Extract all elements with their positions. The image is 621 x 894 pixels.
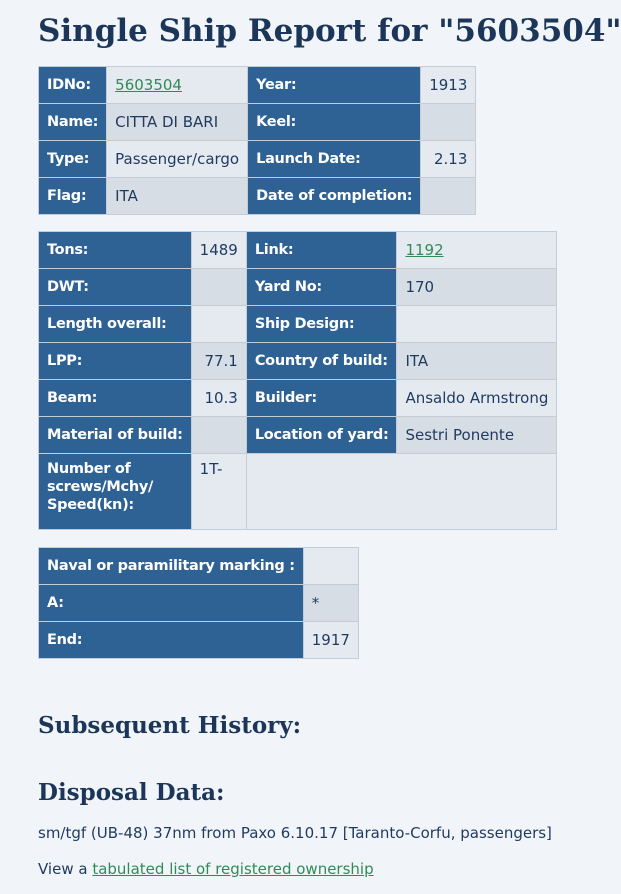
screws-speed-label: Number of screws/Mchy/Speed(kn): — [38, 453, 192, 530]
screws-label-line-3: Speed(kn): — [47, 497, 134, 513]
completion-label: Date of completion: — [247, 177, 422, 215]
keel-value — [420, 103, 477, 141]
beam-value: 10.3 — [190, 379, 247, 417]
country-of-build-value: ITA — [396, 342, 558, 380]
link-number-link[interactable]: 1192 — [405, 241, 444, 259]
end-label: End: — [38, 621, 304, 659]
screws-speed-value: 1T- — [190, 453, 247, 530]
a-label: A: — [38, 584, 304, 622]
flag-label: Flag: — [37, 177, 108, 215]
yard-no-value: 170 — [396, 268, 558, 306]
screws-label-line-2: screws/Mchy/ — [47, 479, 154, 495]
link-label: Link: — [245, 231, 398, 269]
naval-marking-table: Naval or paramilitary marking : A: * End… — [38, 547, 359, 659]
ship-design-label: Ship Design: — [245, 305, 398, 343]
builder-value: Ansaldo Armstrong — [396, 379, 558, 417]
disposal-data-heading: Disposal Data: — [38, 779, 225, 806]
dwt-label: DWT: — [38, 268, 192, 306]
ship-dimensions-table: Tons: 1489 Link: 1192 DWT: Yard No: 170 … — [38, 231, 558, 530]
idno-label: IDNo: — [37, 66, 108, 104]
naval-marking-value — [302, 547, 359, 585]
a-value: * — [302, 584, 359, 622]
disposal-text: sm/tgf (UB-48) 37nm from Paxo 6.10.17 [T… — [38, 824, 552, 842]
builder-label: Builder: — [245, 379, 398, 417]
idno-link[interactable]: 5603504 — [115, 76, 182, 94]
material-of-build-label: Material of build: — [38, 416, 192, 454]
name-value: CITTA DI BARI — [106, 103, 249, 141]
lpp-label: LPP: — [38, 342, 192, 380]
year-value: 1913 — [420, 66, 477, 104]
launch-date-label: Launch Date: — [247, 140, 422, 178]
location-of-yard-value: Sestri Ponente — [396, 416, 558, 454]
ship-basic-table: IDNo: 5603504 Year: 1913 Name: CITTA DI … — [37, 66, 477, 215]
type-label: Type: — [37, 140, 108, 178]
ship-design-value — [396, 305, 558, 343]
link-value: 1192 — [396, 231, 558, 269]
name-label: Name: — [37, 103, 108, 141]
type-value: Passenger/cargo — [106, 140, 249, 178]
end-value: 1917 — [302, 621, 359, 659]
ownership-sentence: View a tabulated list of registered owne… — [38, 860, 374, 878]
naval-marking-label: Naval or paramilitary marking : — [38, 547, 304, 585]
lpp-value: 77.1 — [190, 342, 247, 380]
ownership-list-link[interactable]: tabulated list of registered ownership — [92, 860, 374, 878]
subsequent-history-heading: Subsequent History: — [38, 712, 302, 739]
completion-value — [420, 177, 477, 215]
page-title: Single Ship Report for "5603504" — [38, 13, 621, 49]
dwt-value — [190, 268, 247, 306]
location-of-yard-label: Location of yard: — [245, 416, 398, 454]
screws-label-line-1: Number of — [47, 461, 131, 477]
material-of-build-value — [190, 416, 247, 454]
length-overall-value — [190, 305, 247, 343]
idno-value: 5603504 — [106, 66, 249, 104]
tons-value: 1489 — [190, 231, 247, 269]
view-prefix: View a — [38, 860, 93, 878]
country-of-build-label: Country of build: — [245, 342, 398, 380]
year-label: Year: — [247, 66, 422, 104]
tons-label: Tons: — [38, 231, 192, 269]
length-overall-label: Length overall: — [38, 305, 192, 343]
keel-label: Keel: — [247, 103, 422, 141]
yard-no-label: Yard No: — [245, 268, 398, 306]
launch-date-value: 2.13 — [420, 140, 477, 178]
flag-value: ITA — [106, 177, 249, 215]
beam-label: Beam: — [38, 379, 192, 417]
screws-empty-cell — [245, 453, 558, 530]
